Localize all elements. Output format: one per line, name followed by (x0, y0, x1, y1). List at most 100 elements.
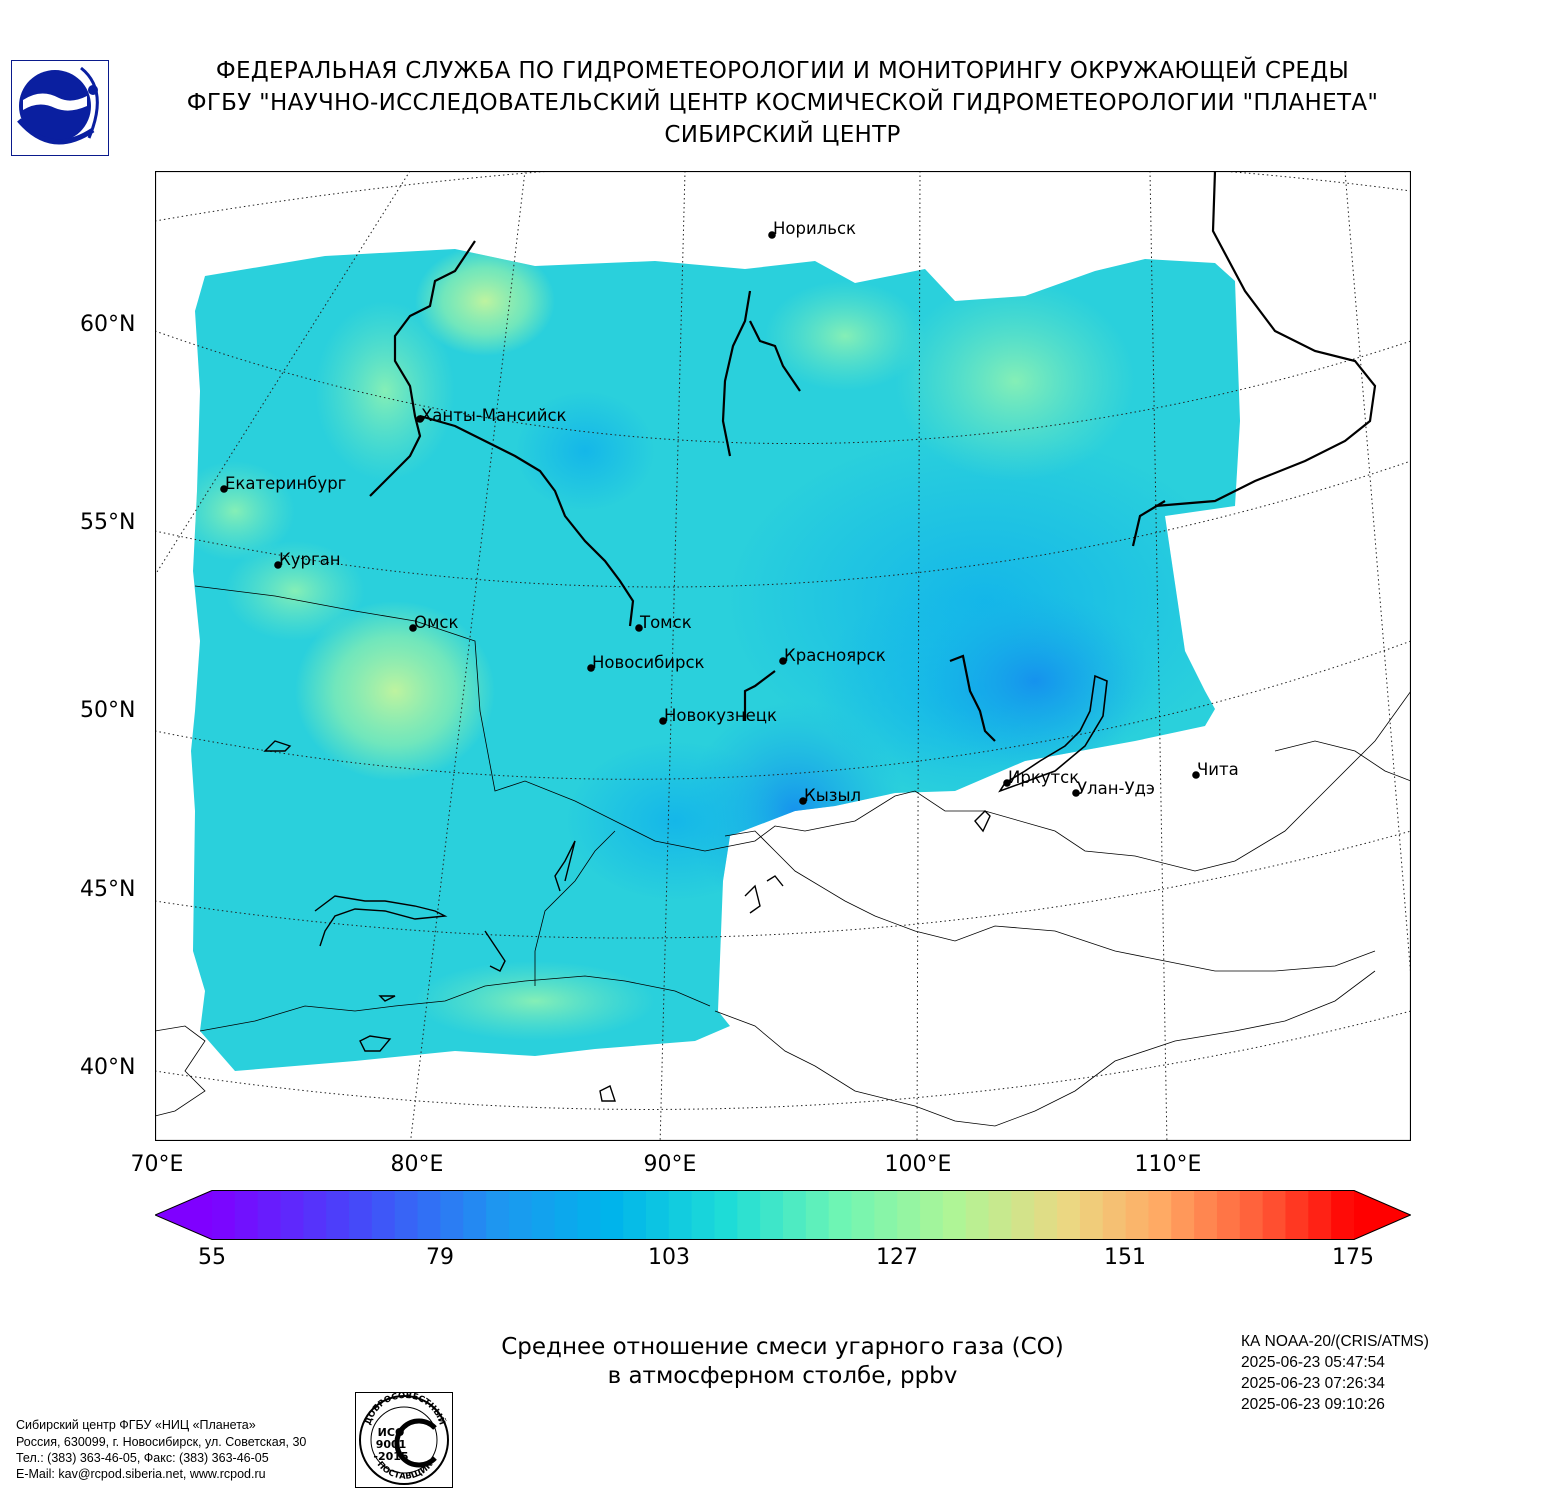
colorbar-cell (1171, 1190, 1195, 1240)
planeta-logo-icon (11, 60, 109, 156)
city-novokuznetsk: Новокузнецк (659, 706, 777, 725)
city-label: Кызыл (804, 786, 861, 805)
colorbar-cell (805, 1190, 830, 1240)
colorbar-cell (554, 1190, 579, 1240)
colorbar-cell (1262, 1190, 1287, 1240)
map-title-line-1: Среднее отношение смеси угарного газа (С… (501, 1334, 1064, 1360)
satellite-pass-1: 2025-06-23 05:47:54 (1241, 1354, 1385, 1371)
contact-line-2: Россия, 630099, г. Новосибирск, ул. Сове… (16, 1435, 307, 1449)
colorbar-cell (965, 1190, 990, 1240)
colorbar-cell (531, 1190, 556, 1240)
colorbar-cell (508, 1190, 533, 1240)
colorbar-cell (1239, 1190, 1264, 1240)
colorbar-tick-103: 103 (648, 1245, 690, 1270)
colorbar-tick-79: 79 (426, 1245, 454, 1270)
colorbar-cell (1216, 1190, 1241, 1240)
city-irkutsk: Иркутск (1003, 768, 1079, 787)
lon-label-110: 110°E (1134, 1152, 1202, 1177)
city-tomsk: Томск (635, 613, 692, 632)
colorbar-tick-127: 127 (876, 1245, 918, 1270)
colorbar-cell (1285, 1190, 1309, 1240)
colorbar-cell (645, 1190, 670, 1240)
colorbar-cell (1011, 1190, 1035, 1240)
city-omsk: Омск (409, 613, 459, 632)
colorbar-cell (737, 1190, 761, 1240)
colorbar-cell (1102, 1190, 1127, 1240)
lon-label-80: 80°E (390, 1152, 444, 1177)
colorbar-cell (1057, 1190, 1081, 1240)
contact-line-3: Тел.: (383) 363-46-05, Факс: (383) 363-4… (16, 1451, 269, 1465)
lon-label-70: 70°E (130, 1152, 184, 1177)
header-line-2: ФГБУ "НАУЧНО-ИССЛЕДОВАТЕЛЬСКИЙ ЦЕНТР КОС… (186, 90, 1379, 116)
colorbar-cell (691, 1190, 716, 1240)
colorbar-cell (371, 1190, 396, 1240)
colorbar-extend-low (155, 1190, 212, 1240)
lon-label-90: 90°E (643, 1152, 697, 1177)
header-line-3: СИБИРСКИЙ ЦЕНТР (664, 122, 901, 148)
colorbar-cell (326, 1190, 350, 1240)
map-title-line-2: в атмосферном столбе, ppbv (607, 1363, 958, 1389)
colorbar-cell (1079, 1190, 1104, 1240)
svg-text:ИСО: ИСО (378, 1426, 405, 1439)
city-krasnoyarsk: Красноярск (779, 646, 886, 665)
colorbar-cell (760, 1190, 784, 1240)
lat-label-45: 45°N (80, 877, 136, 902)
city-label: Норильск (773, 219, 856, 238)
city-novosibirsk: Новосибирск (587, 653, 705, 672)
colorbar-cell (212, 1190, 236, 1240)
colorbar-cell (417, 1190, 441, 1240)
city-label: Иркутск (1008, 768, 1079, 787)
colorbar-cell (280, 1190, 304, 1240)
lat-label-50: 50°N (80, 698, 136, 723)
colorbar (155, 1190, 1411, 1240)
city-label: Улан-Удэ (1077, 779, 1155, 798)
colorbar-cell (988, 1190, 1012, 1240)
colorbar-cell (920, 1190, 944, 1240)
colorbar-cell (783, 1190, 807, 1240)
svg-text:9001: 9001 (376, 1438, 407, 1451)
colorbar-cell (1148, 1190, 1172, 1240)
colorbar-cell (897, 1190, 921, 1240)
city-norilsk: Норильск (768, 219, 856, 239)
contact-line-4: E-Mail: kav@rcpod.siberia.net, www.rcpod… (16, 1467, 266, 1481)
co-swath (191, 249, 1240, 1071)
svg-text:-2015: -2015 (373, 1450, 408, 1463)
iso-badge-icon: ДОБРОСОВЕСТНЫЙ ПОСТАВЩИК ИСО 9001 -2015 (355, 1392, 453, 1488)
colorbar-cell (1034, 1190, 1058, 1240)
colorbar-cell (623, 1190, 647, 1240)
lon-label-100: 100°E (884, 1152, 952, 1177)
colorbar-cell (714, 1190, 738, 1240)
borders (155, 585, 1411, 1127)
colorbar-cell (440, 1190, 464, 1240)
city-chita: Чита (1192, 760, 1239, 779)
contact-line-1: Сибирский центр ФГБУ «НИЦ «Планета» (16, 1418, 256, 1432)
colorbar-cell (668, 1190, 693, 1240)
colorbar-cell (1308, 1190, 1332, 1240)
city-markers: Норильск Ханты-Мансийск Екатеринбург Кур… (220, 219, 1239, 805)
colorbar-extend-high (1354, 1190, 1411, 1240)
city-label: Красноярск (784, 646, 886, 665)
city-kyzyl: Кызыл (799, 786, 861, 805)
city-kurgan: Курган (274, 550, 341, 569)
lat-label-40: 40°N (80, 1055, 136, 1080)
colorbar-cell (349, 1190, 373, 1240)
colorbar-cell (486, 1190, 510, 1240)
colorbar-cell (1331, 1190, 1355, 1240)
city-label: Новокузнецк (664, 706, 777, 725)
map-border (155, 171, 1411, 1141)
colorbar-cell (257, 1190, 282, 1240)
city-label: Екатеринбург (225, 474, 346, 493)
colorbar-cells (155, 1190, 1411, 1240)
city-khanty-mansiysk: Ханты-Мансийск (416, 406, 567, 425)
lat-label-60: 60°N (80, 312, 136, 337)
colorbar-cell (942, 1190, 967, 1240)
header-line-1: ФЕДЕРАЛЬНАЯ СЛУЖБА ПО ГИДРОМЕТЕОРОЛОГИИ … (215, 58, 1350, 84)
colorbar-cell (851, 1190, 875, 1240)
colorbar-cell (874, 1190, 898, 1240)
city-label: Омск (414, 613, 459, 632)
colorbar-tick-151: 151 (1104, 1245, 1146, 1270)
city-yekaterinburg: Екатеринбург (220, 474, 346, 493)
colorbar-tick-55: 55 (198, 1245, 226, 1270)
lakes (263, 740, 991, 1102)
satellite-pass-3: 2025-06-23 09:10:26 (1241, 1396, 1385, 1413)
